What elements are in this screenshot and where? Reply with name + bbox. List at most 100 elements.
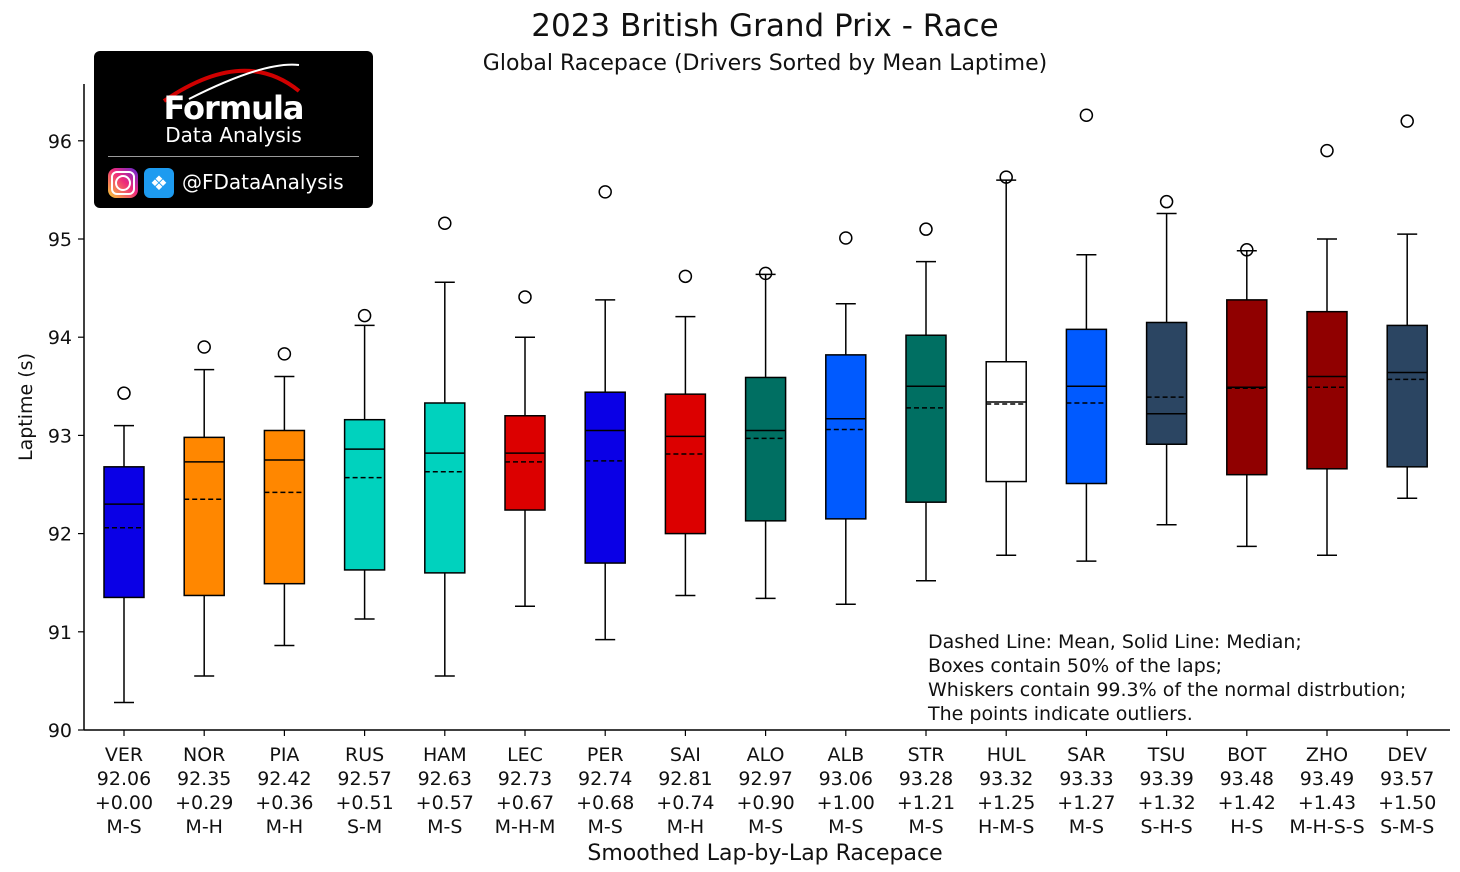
driver-label: LEC — [507, 744, 543, 766]
brand-logo: Formula Data Analysis ❖ @FDataAnalysis — [94, 51, 373, 208]
y-tick-label: 96 — [48, 131, 72, 153]
chart-title: 2023 British Grand Prix - Race — [531, 8, 999, 44]
tyre-label: S-H-S — [1141, 816, 1193, 838]
outlier-point — [117, 386, 131, 400]
mean-label: 92.97 — [738, 768, 792, 790]
y-tick-label: 91 — [48, 622, 72, 644]
outlier-point — [1320, 143, 1334, 158]
tyre-label: H-M-S — [978, 816, 1034, 838]
tyre-label: M-S — [828, 816, 863, 838]
mean-label: 93.49 — [1300, 768, 1354, 790]
note-line-outliers: The points indicate outliers. — [928, 703, 1193, 725]
box-pia — [263, 429, 306, 585]
box-alo — [744, 376, 787, 522]
twitter-icon[interactable]: ❖ — [144, 168, 174, 198]
gap-label: +0.51 — [335, 792, 393, 814]
box-ham — [424, 402, 466, 574]
box-sai — [664, 393, 707, 535]
gap-label: +1.00 — [817, 792, 875, 814]
tyre-label: M-S — [588, 816, 623, 838]
tyre-label: H-S — [1230, 816, 1263, 838]
gap-label: +0.90 — [736, 792, 794, 814]
mean-label: 93.06 — [819, 768, 873, 790]
outlier-point — [1240, 243, 1254, 257]
gap-label: +1.43 — [1298, 792, 1356, 814]
mean-label: 92.42 — [257, 768, 311, 790]
mean-label: 92.57 — [337, 768, 391, 790]
outlier-point — [1159, 194, 1174, 209]
outlier-point — [999, 170, 1013, 184]
outlier-point — [197, 340, 211, 354]
gap-label: +0.36 — [255, 792, 313, 814]
tyre-label: M-S — [106, 816, 141, 838]
logo-subtitle: Data Analysis — [165, 123, 302, 147]
tyre-label: M-S — [1069, 816, 1104, 838]
mean-label: 92.73 — [498, 768, 552, 790]
mean-label: 92.35 — [177, 768, 231, 790]
swoosh-icon — [162, 63, 301, 103]
note-line-mean-median: Dashed Line: Mean, Solid Line: Median; — [928, 631, 1302, 653]
driver-label: PIA — [269, 744, 299, 766]
driver-label: PER — [587, 744, 624, 766]
outlier-point — [438, 216, 452, 231]
gap-label: +1.50 — [1378, 792, 1436, 814]
outlier-point — [758, 266, 773, 281]
box-sar — [1065, 328, 1108, 485]
tyre-label: M-S — [427, 816, 462, 838]
driver-label: VER — [105, 744, 143, 766]
gap-label: +0.57 — [416, 792, 474, 814]
driver-label: SAI — [670, 744, 701, 766]
box-lec — [504, 415, 546, 511]
box-str — [905, 334, 947, 503]
gap-label: +1.32 — [1137, 792, 1195, 814]
box-ver — [103, 466, 145, 599]
tyre-label: M-H-M — [495, 816, 556, 838]
mean-label: 93.28 — [899, 768, 953, 790]
mean-label: 93.48 — [1220, 768, 1274, 790]
gap-label: +0.68 — [576, 792, 634, 814]
outlier-point — [1400, 114, 1414, 128]
y-tick-label: 94 — [48, 327, 72, 349]
box-tsu — [1145, 321, 1188, 445]
outlier-point — [598, 185, 612, 199]
gap-label: +0.29 — [175, 792, 233, 814]
box-hul — [985, 361, 1027, 483]
tyre-label: M-S — [908, 816, 943, 838]
mean-label: 93.39 — [1139, 768, 1193, 790]
y-tick-label: 93 — [48, 425, 72, 447]
tyre-label: S-M-S — [1380, 816, 1434, 838]
mean-label: 92.81 — [658, 768, 712, 790]
box-per — [584, 391, 626, 564]
outlier-point — [357, 308, 372, 323]
box-zho — [1306, 310, 1348, 470]
x-axis-label: Smoothed Lap-by-Lap Racepace — [587, 841, 942, 866]
mean-label: 92.74 — [578, 768, 632, 790]
driver-label: DEV — [1387, 744, 1427, 766]
mean-label: 93.57 — [1380, 768, 1434, 790]
driver-label: STR — [908, 744, 945, 766]
tyre-label: M-H — [667, 816, 705, 838]
tyre-label: M-H — [185, 816, 223, 838]
mean-label: 93.32 — [979, 768, 1033, 790]
gap-label: +1.21 — [897, 792, 955, 814]
y-axis-label: Laptime (s) — [15, 353, 37, 461]
tyre-label: M-S — [748, 816, 783, 838]
tyre-label: S-M — [347, 816, 382, 838]
gap-label: +0.67 — [496, 792, 554, 814]
gap-label: +1.42 — [1218, 792, 1276, 814]
y-tick-label: 92 — [48, 524, 72, 546]
driver-label: NOR — [183, 744, 225, 766]
instagram-icon[interactable] — [108, 168, 138, 198]
driver-label: HUL — [987, 744, 1026, 766]
note-line-whiskers: Whiskers contain 99.3% of the normal dis… — [928, 679, 1407, 701]
mean-label: 93.33 — [1059, 768, 1113, 790]
gap-label: +1.25 — [977, 792, 1035, 814]
driver-label: ALB — [827, 744, 864, 766]
box-dev — [1386, 324, 1428, 468]
driver-label: HAM — [423, 744, 467, 766]
logo-name: Formula — [163, 89, 304, 127]
driver-label: ZHO — [1306, 744, 1348, 766]
logo-divider — [108, 156, 359, 157]
outlier-point — [678, 269, 693, 284]
